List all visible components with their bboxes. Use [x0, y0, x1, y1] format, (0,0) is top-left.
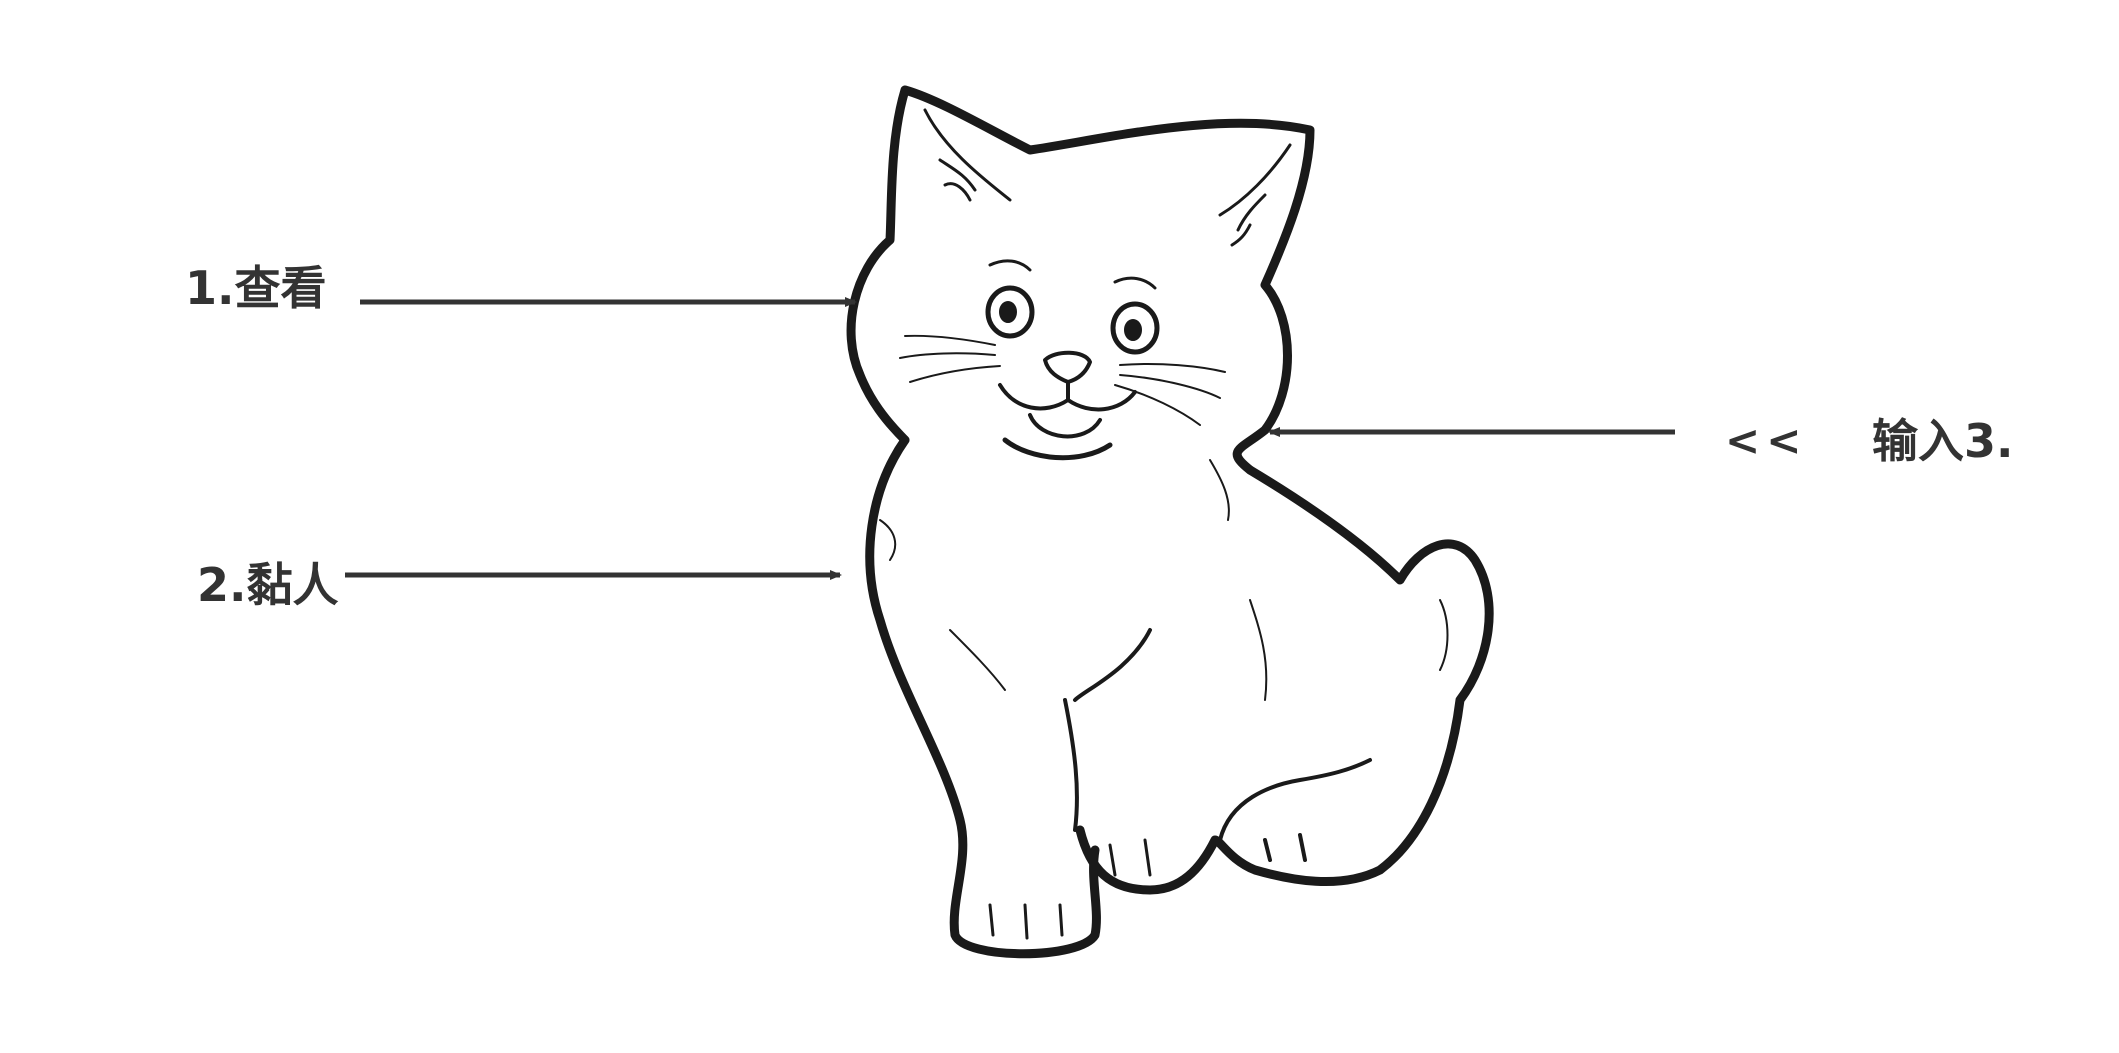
right-brow	[1113, 276, 1157, 290]
kitten-body-outline	[865, 435, 1494, 959]
kitten-head-outline	[846, 85, 1315, 475]
whiskers-left	[899, 334, 1001, 383]
left-ear-inner	[923, 108, 1012, 202]
right-eye	[1110, 301, 1160, 355]
whiskers-right	[1114, 363, 1226, 426]
tongue	[1028, 413, 1102, 439]
chin	[1002, 437, 1113, 461]
nose	[1043, 350, 1092, 384]
chevron-indicator: <<	[1725, 416, 1808, 465]
annotation-look: 1.查看	[185, 261, 327, 315]
annotation-sticky: 2.黏人	[197, 558, 339, 612]
paw-toes-front	[1108, 838, 1152, 877]
right-pupil	[1124, 319, 1142, 341]
left-pupil	[999, 301, 1017, 323]
annotation-input: 输入3.	[1872, 414, 2014, 468]
back-leg	[1218, 758, 1372, 862]
front-leg	[1063, 628, 1152, 832]
mouth	[998, 380, 1137, 412]
right-ear-inner	[1218, 143, 1292, 247]
paw-toes-left	[988, 903, 1064, 940]
left-brow	[988, 259, 1032, 272]
fur-tufts	[879, 459, 1449, 701]
kitten-figure	[846, 85, 1494, 959]
left-eye	[985, 285, 1035, 339]
